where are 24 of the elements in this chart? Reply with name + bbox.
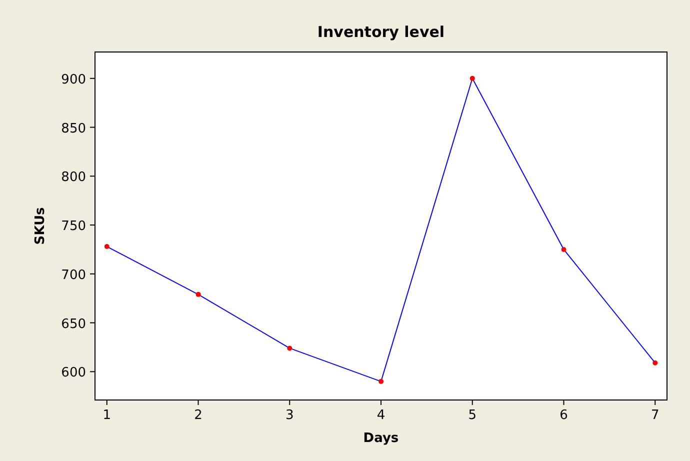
point: [470, 76, 475, 81]
point: [287, 346, 292, 351]
x-tick-label: 7: [650, 408, 660, 423]
x-tick-label: 6: [560, 408, 568, 423]
y-tick-label: 700: [61, 268, 86, 283]
y-tick-label: 750: [61, 219, 86, 234]
x-tick-label: 4: [376, 408, 386, 423]
y-tick-label: 900: [61, 72, 86, 88]
x-tick-label: 1: [102, 408, 112, 423]
point: [561, 246, 566, 252]
point: [104, 244, 110, 250]
x-tick-label: 3: [285, 408, 294, 423]
x-tick-label: 2: [194, 408, 202, 423]
x-axis-title: Days: [363, 431, 399, 446]
y-tick-label: 850: [61, 121, 86, 136]
point: [652, 360, 658, 366]
x-tick-label: 5: [468, 408, 477, 423]
chart-title: Inventory level: [317, 23, 445, 41]
y-tick-label: 800: [61, 170, 86, 186]
point: [196, 292, 201, 297]
point: [378, 378, 384, 384]
y-axis-title: SKUs: [33, 206, 48, 245]
y-tick-label: 650: [61, 316, 86, 332]
y-tick-label: 600: [61, 366, 86, 381]
